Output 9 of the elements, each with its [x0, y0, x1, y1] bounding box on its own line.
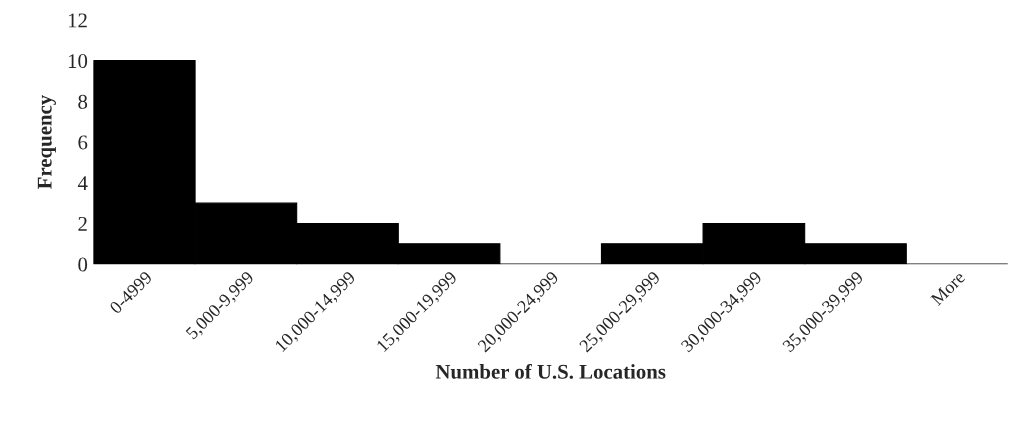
y-tick-label: 4	[77, 176, 88, 191]
y-tick-label: 6	[78, 135, 88, 150]
y-tick-label: 8	[78, 94, 88, 109]
y-tick-label: 12	[68, 13, 87, 28]
y-tick-label: 10	[68, 54, 88, 69]
x-axis-title: Number of U.S. Locations	[435, 363, 666, 379]
y-tick-label: 2	[78, 216, 87, 231]
y-axis-title: Frequency	[37, 95, 56, 189]
y-tick-label: 0	[78, 257, 88, 272]
